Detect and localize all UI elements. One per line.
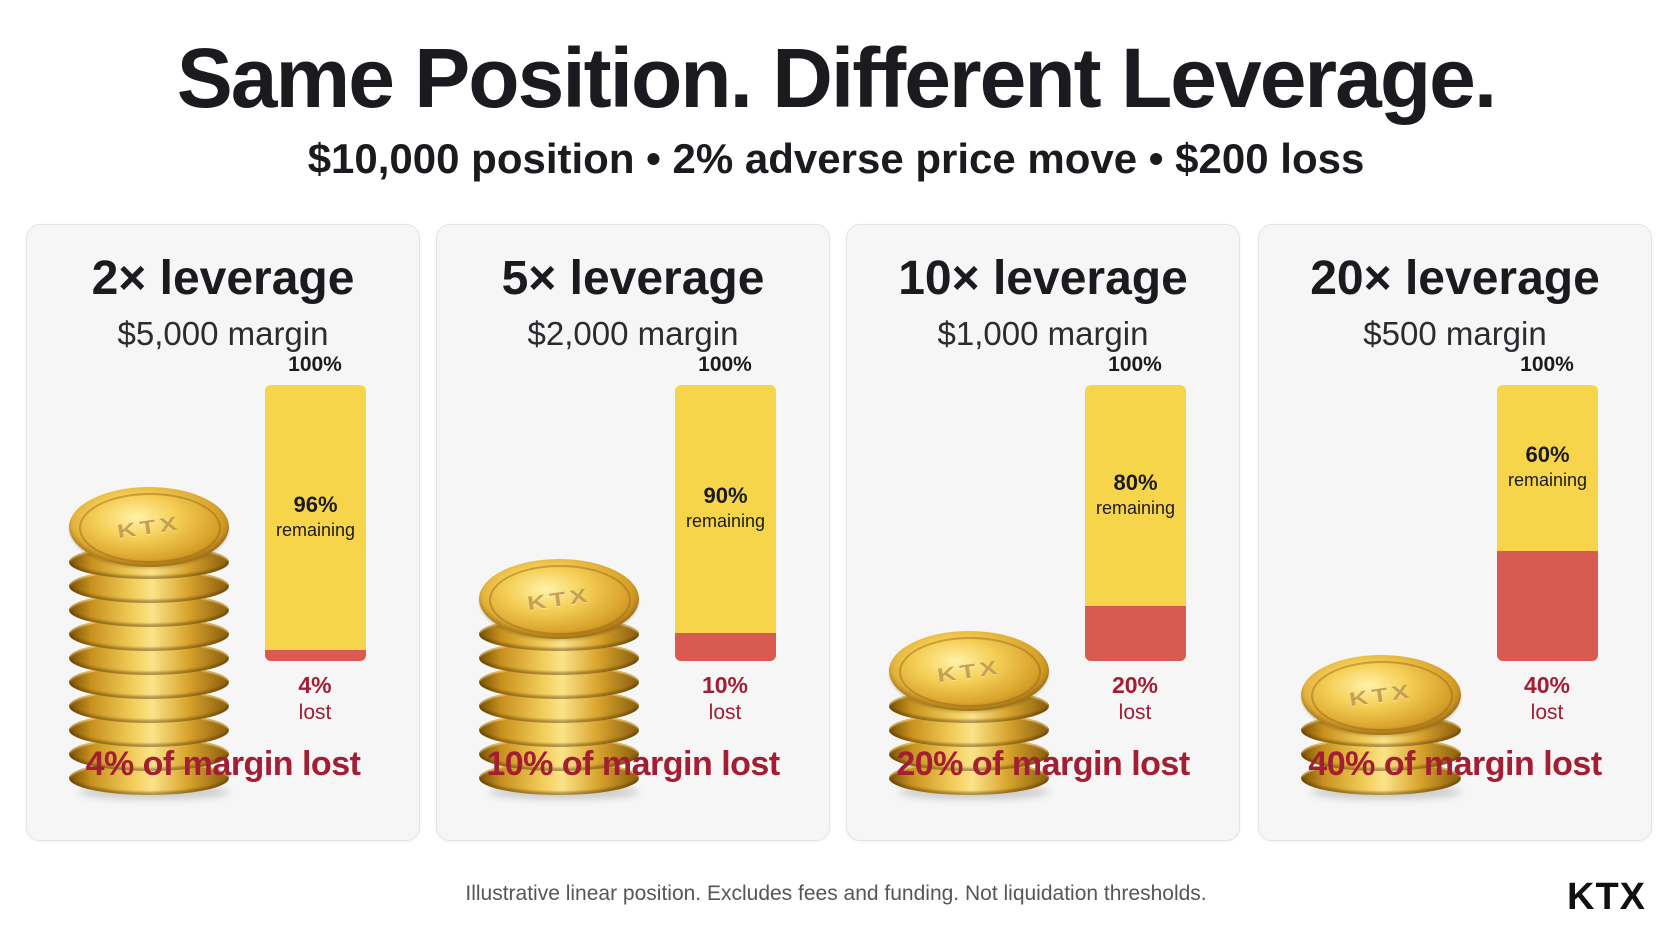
remaining-label: 96% remaining [265,492,366,541]
margin-bar: 96% remaining [265,385,366,661]
bar-top-label: 100% [1108,353,1162,376]
coin-stack: KTX [475,375,655,799]
coin-top: KTX [479,559,639,639]
remaining-word: remaining [275,520,356,540]
lost-word: lost [708,701,742,724]
leverage-card-20x: 20× leverage $500 margin KTX 100% 60% re… [1258,224,1652,841]
remaining-word: remaining [1095,498,1176,518]
coin-stack: KTX [885,375,1065,799]
coin-top: KTX [69,487,229,567]
lost-word: lost [1530,701,1564,724]
lost-word: lost [298,701,332,724]
lost-pct: 40% [1523,672,1571,698]
bar-top-label: 100% [698,353,752,376]
margin-bar-lost [1085,606,1186,661]
coin-stack: KTX [65,375,245,799]
card-footer: 20% of margin lost [896,745,1190,783]
card-margin: $500 margin [1363,315,1547,352]
card-title: 5× leverage [501,252,765,305]
remaining-label: 60% remaining [1497,442,1598,491]
coin-stack: KTX [1297,375,1477,799]
leverage-cards: 2× leverage $5,000 margin KTX 100% 96% r… [26,224,1656,841]
card-margin: $2,000 margin [527,315,739,352]
card-footer: 4% of margin lost [85,745,361,783]
lost-label: 20% lost [1085,671,1185,727]
card-title: 20× leverage [1310,252,1600,305]
margin-bar: 80% remaining [1085,385,1186,661]
coin-logo: KTX [115,511,183,543]
bar-top-label: 100% [1520,353,1574,376]
margin-bar: 60% remaining [1497,385,1598,661]
lost-label: 10% lost [675,671,775,727]
remaining-word: remaining [1507,470,1588,490]
margin-bar-lost [675,633,776,661]
lost-label: 4% lost [265,671,365,727]
leverage-card-2x: 2× leverage $5,000 margin KTX 100% 96% r… [26,224,420,841]
margin-bar-lost [265,650,366,661]
margin-bar: 90% remaining [675,385,776,661]
disclaimer: Illustrative linear position. Excludes f… [465,882,1207,905]
lost-pct: 4% [298,672,332,698]
coin-logo: KTX [1347,679,1415,711]
card-margin: $1,000 margin [937,315,1149,352]
lost-pct: 10% [701,672,749,698]
remaining-pct: 96% [293,492,338,517]
remaining-label: 80% remaining [1085,470,1186,519]
coin-top: KTX [889,631,1049,711]
lost-label: 40% lost [1497,671,1597,727]
card-margin: $5,000 margin [117,315,329,352]
lost-word: lost [1118,701,1152,724]
coin-top: KTX [1301,655,1461,735]
remaining-label: 90% remaining [675,483,776,532]
leverage-card-5x: 5× leverage $2,000 margin KTX 100% 90% r… [436,224,830,841]
card-title: 10× leverage [898,252,1188,305]
page-title: Same Position. Different Leverage. [176,31,1497,125]
leverage-card-10x: 10× leverage $1,000 margin KTX 100% 80% … [846,224,1240,841]
coin-logo: KTX [935,655,1003,687]
card-footer: 40% of margin lost [1308,745,1602,783]
coin-logo: KTX [525,583,593,615]
remaining-word: remaining [685,511,766,531]
page-subtitle: $10,000 position • 2% adverse price move… [307,135,1365,182]
lost-pct: 20% [1111,672,1159,698]
margin-bar-lost [1497,551,1598,661]
bar-top-label: 100% [288,353,342,376]
remaining-pct: 60% [1525,442,1570,467]
card-footer: 10% of margin lost [486,745,780,783]
brand-logo: KTX [1567,876,1646,918]
remaining-pct: 90% [703,483,748,508]
remaining-pct: 80% [1113,470,1158,495]
card-title: 2× leverage [91,252,355,305]
